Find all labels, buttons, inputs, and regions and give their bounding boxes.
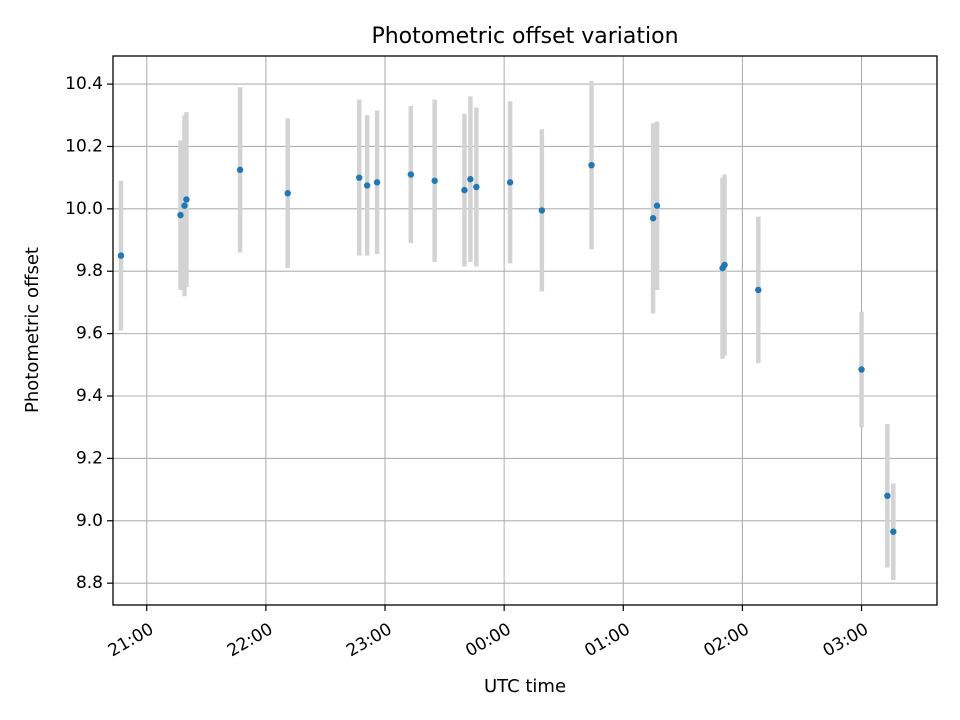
x-tick-label: 03:00 xyxy=(820,619,872,661)
data-point xyxy=(356,174,363,181)
data-point xyxy=(177,211,184,219)
y-axis: 8.8 9.0 9.2 9.4 9.6 9.8 10.0 10.2 10.4 xyxy=(65,74,113,593)
chart-title: Photometric offset variation xyxy=(371,24,678,49)
data-point xyxy=(538,207,546,214)
data-point xyxy=(473,183,480,191)
x-tick-label: 01:00 xyxy=(581,619,633,661)
error-bars xyxy=(118,80,896,581)
y-tick-label: 9.2 xyxy=(76,448,103,468)
data-point xyxy=(721,261,728,269)
data-point xyxy=(373,179,381,186)
y-tick-label: 9.4 xyxy=(76,386,103,406)
data-point xyxy=(506,179,514,186)
data-point xyxy=(284,190,291,197)
data-point xyxy=(884,492,891,500)
data-point xyxy=(653,202,661,209)
y-tick-label: 10.0 xyxy=(65,199,103,219)
y-tick-label: 10.4 xyxy=(65,74,103,94)
y-axis-label: Photometric offset xyxy=(22,247,43,413)
y-tick-label: 9.6 xyxy=(76,324,103,344)
x-tick-label: 02:00 xyxy=(700,619,752,661)
x-tick-label: 00:00 xyxy=(462,619,514,661)
x-tick-label: 23:00 xyxy=(343,619,395,661)
data-point xyxy=(181,202,188,209)
data-point xyxy=(236,166,244,174)
y-tick-label: 9.8 xyxy=(76,261,103,281)
x-tick-label: 22:00 xyxy=(224,619,276,661)
data-point xyxy=(117,252,125,259)
data-point xyxy=(649,215,657,222)
data-point xyxy=(461,186,468,194)
y-tick-label: 9.0 xyxy=(76,511,103,531)
data-point xyxy=(431,177,438,184)
grid xyxy=(113,56,937,605)
data-point xyxy=(890,528,897,535)
data-point xyxy=(588,161,595,169)
y-tick-label: 8.8 xyxy=(76,573,103,593)
data-points xyxy=(117,161,897,535)
data-point xyxy=(407,171,415,178)
data-point xyxy=(755,286,762,294)
plot-area-frame xyxy=(112,55,938,606)
data-point xyxy=(363,182,371,189)
x-tick-label: 21:00 xyxy=(105,619,157,661)
x-axis: 21:00 22:00 23:00 00:00 01:00 02:00 03:00 xyxy=(105,605,872,661)
data-point xyxy=(467,176,474,183)
y-tick-label: 10.2 xyxy=(65,136,103,156)
x-axis-label: UTC time xyxy=(484,676,566,697)
data-point xyxy=(183,196,190,203)
data-point xyxy=(858,366,865,373)
